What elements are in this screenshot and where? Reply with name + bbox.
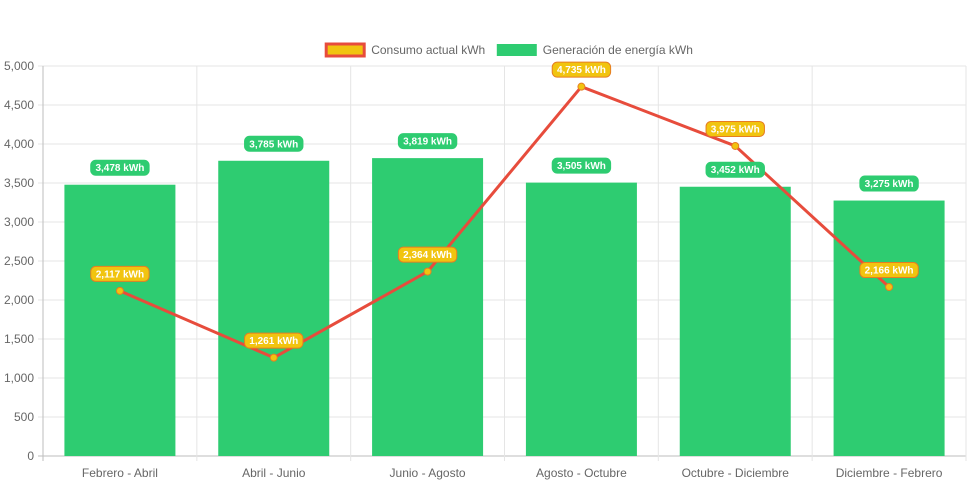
legend-item-consumo[interactable]: Consumo actual kWh [324,42,485,58]
y-tick-label: 1,000 [4,371,34,385]
legend-swatch-generacion [496,44,537,56]
grid-layer [38,65,967,461]
x-tick-label: Agosto - Octubre [536,466,627,480]
data-label-generacion: 3,452 kWh [705,161,765,178]
data-label-generacion-bg [551,157,612,174]
y-tick-label: 3,000 [4,215,34,229]
legend-label: Consumo actual kWh [371,43,485,57]
point-consumo [885,283,894,292]
bar-generacion [64,184,176,456]
data-label-generacion: 3,275 kWh [859,175,919,192]
y-tick-label: 2,500 [4,254,34,268]
data-label-consumo-text: 3,975 kWh [711,124,760,135]
x-tick-label: Junio - Agosto [390,466,466,480]
y-tick-label: 4,000 [4,137,34,151]
legend-swatch-consumo [324,42,366,58]
data-label-generacion-text: 3,505 kWh [557,161,606,172]
data-label-generacion-bg [244,135,304,152]
x-tick-label: Octubre - Diciembre [682,466,790,480]
point-consumo [423,267,432,276]
legend-item-generacion[interactable]: Generación de energía kWh [496,43,693,57]
data-labels-layer: 3,478 kWh 3,785 kWh 3,819 kWh 3,505 kWh 3,45… [90,61,919,349]
data-label-consumo-text: 4,735 kWh [557,65,606,76]
data-label-generacion-bg [859,175,919,192]
bar-generacion [372,158,484,457]
legend-label: Generación de energía kWh [543,43,693,57]
data-label-consumo-bg [705,120,765,137]
data-label-generacion-text: 3,819 kWh [403,137,452,148]
data-label-consumo-text: 2,117 kWh [96,269,144,280]
y-tick-label: 2,000 [4,293,34,307]
data-label-consumo-bg [397,246,458,263]
data-label-consumo-text: 2,364 kWh [403,250,452,261]
data-label-generacion-text: 3,452 kWh [711,165,760,176]
x-tick-label: Febrero - Abril [82,466,158,480]
point-consumo [269,353,278,362]
data-label-generacion-text: 3,785 kWh [249,139,298,150]
data-label-generacion: 3,819 kWh [397,133,458,150]
point-consumo [731,141,740,150]
y-tick-label: 1,500 [4,332,34,346]
data-label-consumo: 2,364 kWh [397,246,458,263]
data-label-generacion: 3,478 kWh [90,159,150,176]
bar-generacion [218,160,330,456]
data-label-consumo-bg [244,332,304,349]
x-tick-label: Abril - Junio [242,466,306,480]
data-label-consumo-bg [859,262,919,279]
data-label-generacion-bg [705,161,765,178]
axis-layer: 0 500 1,000 1,500 2,000 2,500 3,000 3,500 4,000 4… [4,59,943,480]
data-label-generacion-bg [90,159,150,176]
legend[interactable]: Consumo actual kWh Generación de energía … [324,42,693,58]
y-tick-label: 3,500 [4,176,34,190]
x-tick-label: Diciembre - Febrero [836,466,943,480]
y-tick-label: 5,000 [4,59,34,73]
data-label-consumo: 3,975 kWh [705,120,765,137]
data-label-generacion: 3,505 kWh [551,157,612,174]
data-label-generacion-text: 3,478 kWh [95,163,144,174]
y-tick-label: 4,500 [4,98,34,112]
y-tick-label: 500 [14,410,34,424]
bar-generacion [833,200,945,456]
bars-layer [64,158,945,457]
bar-generacion [525,182,637,457]
data-label-generacion-text: 3,275 kWh [865,179,914,190]
data-label-consumo: 2,117 kWh [90,265,150,282]
data-label-consumo-text: 1,261 kWh [249,336,298,347]
data-label-generacion: 3,785 kWh [244,135,304,152]
data-label-consumo-bg [551,61,612,78]
data-label-consumo: 2,166 kWh [859,262,919,279]
y-tick-label: 0 [27,449,34,463]
data-label-consumo: 4,735 kWh [551,61,612,78]
point-consumo [577,82,586,91]
data-label-consumo-text: 2,166 kWh [865,266,914,277]
point-consumo [115,286,124,295]
data-label-generacion-bg [397,133,458,150]
data-label-consumo-bg [90,265,150,282]
data-label-consumo: 1,261 kWh [244,332,304,349]
bar-generacion [679,186,791,456]
